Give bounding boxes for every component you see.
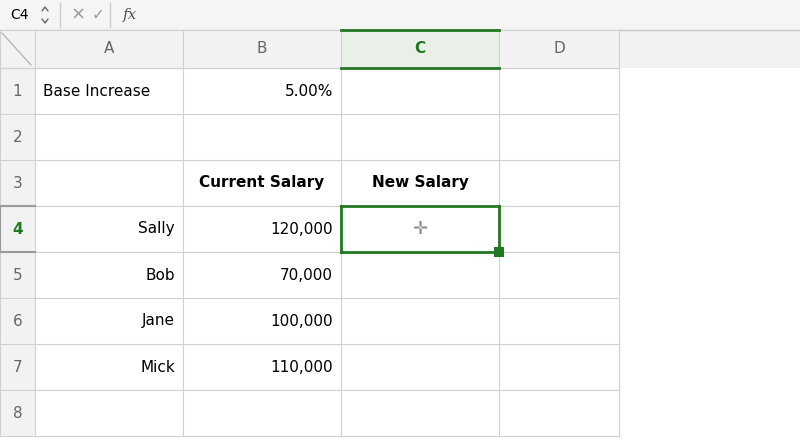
Text: ×: × bbox=[70, 6, 86, 24]
Text: Sally: Sally bbox=[138, 222, 175, 237]
Bar bbox=[0, 252, 35, 298]
Bar bbox=[499, 68, 619, 114]
Bar bbox=[341, 68, 499, 114]
Text: 8: 8 bbox=[13, 405, 22, 420]
Bar bbox=[183, 68, 341, 114]
Bar bbox=[35, 344, 183, 390]
Text: 100,000: 100,000 bbox=[270, 313, 333, 329]
Text: Jane: Jane bbox=[142, 313, 175, 329]
Bar bbox=[341, 30, 499, 68]
Bar bbox=[341, 390, 499, 436]
Bar bbox=[499, 252, 619, 298]
Bar bbox=[183, 252, 341, 298]
Text: 1: 1 bbox=[13, 83, 22, 99]
Bar bbox=[0, 390, 35, 436]
Text: 7: 7 bbox=[13, 360, 22, 374]
Bar bbox=[183, 30, 341, 68]
Text: B: B bbox=[257, 41, 267, 56]
Bar bbox=[183, 160, 341, 206]
Bar bbox=[341, 206, 499, 252]
Text: 3: 3 bbox=[13, 175, 22, 190]
Text: ✛: ✛ bbox=[413, 220, 427, 238]
Text: C4: C4 bbox=[10, 8, 29, 22]
Text: Bob: Bob bbox=[146, 267, 175, 282]
Text: C: C bbox=[414, 41, 426, 56]
Bar bbox=[0, 206, 35, 252]
Bar bbox=[183, 114, 341, 160]
Text: ✓: ✓ bbox=[92, 8, 104, 23]
Bar bbox=[341, 114, 499, 160]
Text: 110,000: 110,000 bbox=[270, 360, 333, 374]
Bar bbox=[0, 0, 800, 30]
Text: 5: 5 bbox=[13, 267, 22, 282]
Bar bbox=[0, 344, 35, 390]
Text: Base Increase: Base Increase bbox=[43, 83, 150, 99]
Bar bbox=[35, 298, 183, 344]
Bar bbox=[499, 298, 619, 344]
Bar bbox=[183, 298, 341, 344]
Text: 4: 4 bbox=[12, 222, 23, 237]
Bar bbox=[35, 252, 183, 298]
Bar bbox=[499, 390, 619, 436]
Bar bbox=[35, 30, 183, 68]
Text: Mick: Mick bbox=[140, 360, 175, 374]
Bar bbox=[499, 344, 619, 390]
Text: 120,000: 120,000 bbox=[270, 222, 333, 237]
Bar bbox=[0, 114, 35, 160]
Bar bbox=[499, 30, 619, 68]
Bar bbox=[341, 344, 499, 390]
Bar bbox=[341, 160, 499, 206]
Bar bbox=[35, 160, 183, 206]
Text: New Salary: New Salary bbox=[371, 175, 469, 190]
Bar bbox=[494, 247, 504, 257]
Text: 2: 2 bbox=[13, 130, 22, 144]
Bar bbox=[35, 390, 183, 436]
Bar bbox=[183, 206, 341, 252]
Bar bbox=[499, 114, 619, 160]
Bar bbox=[0, 298, 35, 344]
Bar bbox=[35, 206, 183, 252]
Text: 70,000: 70,000 bbox=[280, 267, 333, 282]
Bar bbox=[499, 206, 619, 252]
Text: Current Salary: Current Salary bbox=[199, 175, 325, 190]
Text: 6: 6 bbox=[13, 313, 22, 329]
Bar bbox=[35, 114, 183, 160]
Bar bbox=[341, 298, 499, 344]
Text: 5.00%: 5.00% bbox=[285, 83, 333, 99]
Text: fx: fx bbox=[123, 8, 137, 22]
Bar bbox=[35, 68, 183, 114]
Bar bbox=[183, 390, 341, 436]
Bar bbox=[183, 344, 341, 390]
Bar bbox=[0, 30, 800, 68]
Bar bbox=[341, 252, 499, 298]
Bar bbox=[0, 30, 35, 68]
Text: D: D bbox=[553, 41, 565, 56]
Bar bbox=[499, 160, 619, 206]
Bar bbox=[0, 68, 35, 114]
Bar bbox=[0, 160, 35, 206]
Text: A: A bbox=[104, 41, 114, 56]
